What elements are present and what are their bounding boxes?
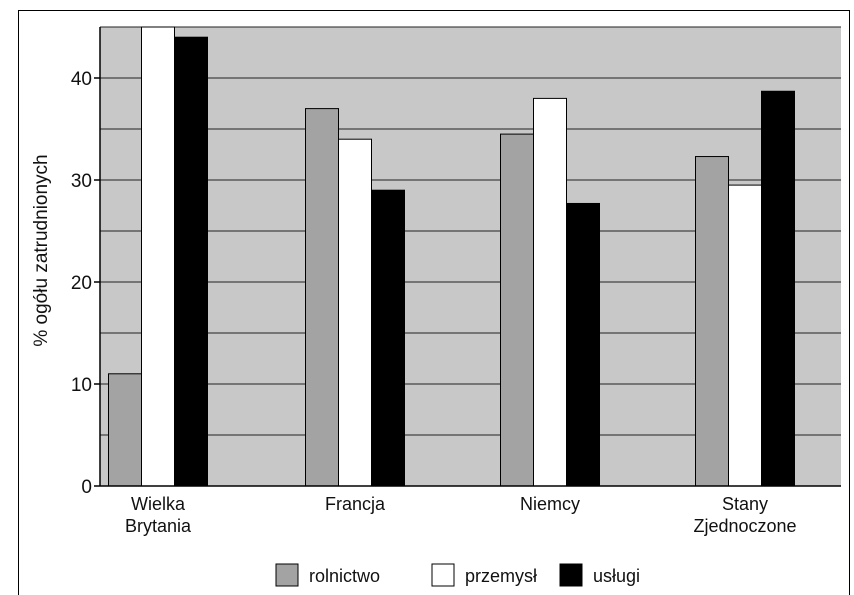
y-tick-label: 30 bbox=[71, 171, 92, 192]
legend: rolnictwo przemysł usługi bbox=[275, 563, 640, 587]
y-tick-label: 20 bbox=[71, 273, 92, 294]
legend-swatch-rolnictwo bbox=[275, 563, 299, 587]
y-tick-label: 0 bbox=[81, 477, 92, 498]
bar-usługi bbox=[761, 90, 795, 487]
bar-usługi bbox=[566, 202, 600, 487]
x-tick-label: Stany Zjednoczone bbox=[693, 494, 796, 536]
legend-label: rolnictwo bbox=[309, 566, 380, 586]
bar-przemysł bbox=[338, 138, 372, 487]
x-tick-label: Francja bbox=[325, 494, 386, 514]
x-tick-label: Niemcy bbox=[520, 494, 580, 514]
legend-swatch-usługi bbox=[559, 563, 583, 587]
bar-usługi bbox=[174, 36, 208, 487]
bar-usługi bbox=[371, 189, 405, 487]
bar-przemysł bbox=[728, 184, 762, 487]
y-tick-label: 10 bbox=[71, 375, 92, 396]
bar-przemysł bbox=[533, 97, 567, 487]
bar-rolnictwo bbox=[500, 133, 534, 487]
bar-rolnictwo bbox=[108, 373, 142, 487]
bar-rolnictwo bbox=[695, 156, 729, 487]
bars bbox=[108, 26, 795, 487]
legend-label: przemysł bbox=[465, 566, 537, 586]
y-axis-title: % ogółu zatrudnionych bbox=[31, 154, 52, 346]
y-ticks: 0 10 20 30 40 bbox=[71, 69, 100, 498]
category-labels: Wielka Brytania Francja Niemcy Stany Zjednocz… bbox=[125, 494, 797, 536]
bar-rolnictwo bbox=[305, 108, 339, 487]
bar-przemysł bbox=[141, 26, 175, 487]
legend-swatch-przemysł bbox=[431, 563, 455, 587]
legend-label: usługi bbox=[593, 566, 640, 586]
y-tick-label: 40 bbox=[71, 69, 92, 90]
x-tick-label: Wielka Brytania bbox=[125, 494, 192, 536]
chart-frame bbox=[18, 10, 850, 595]
